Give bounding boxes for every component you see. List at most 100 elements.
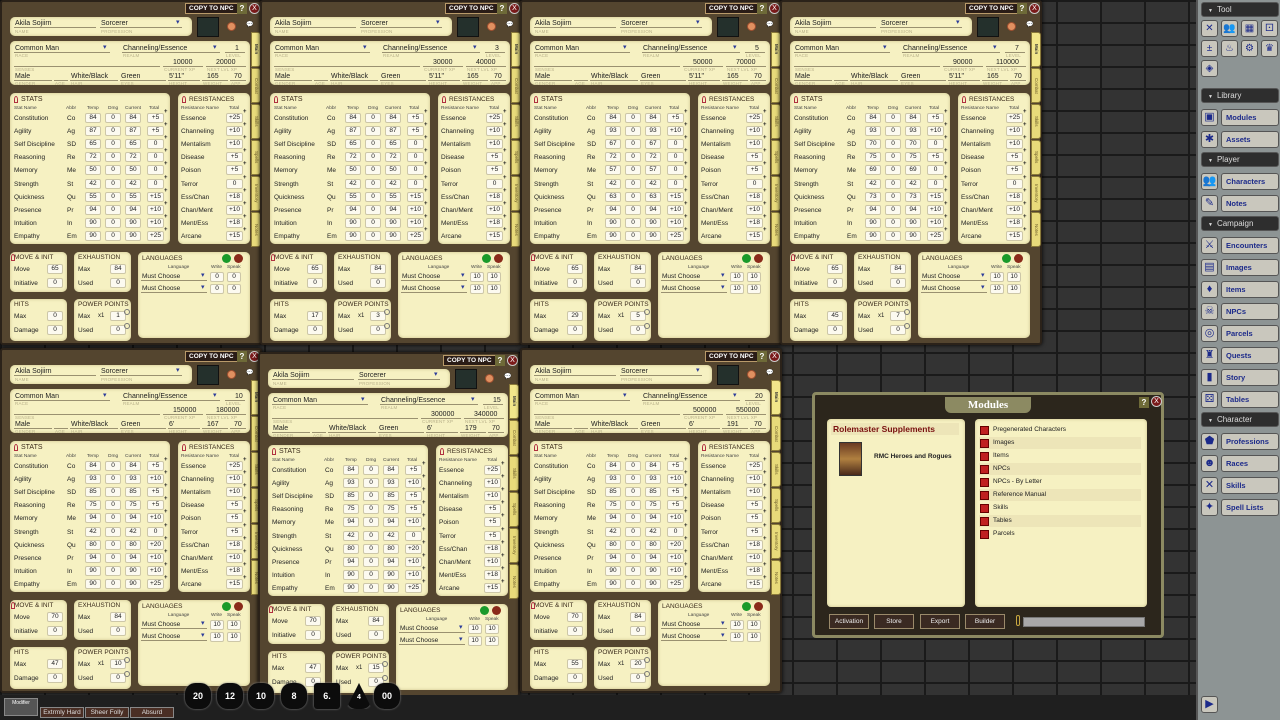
portrait[interactable]	[197, 365, 219, 385]
stat-dmg[interactable]: 0	[885, 113, 901, 123]
skills-icon[interactable]: ✕	[1201, 477, 1218, 494]
resistance-name[interactable]: Terror	[181, 180, 198, 188]
chat-icon[interactable]: 💬	[246, 370, 254, 376]
resistance-name[interactable]: Ess/Chan	[181, 541, 210, 549]
stat-name[interactable]: Empathy	[534, 580, 560, 588]
sidebar-item-label[interactable]: Quests	[1221, 347, 1279, 364]
add-language-icon[interactable]	[742, 254, 751, 263]
stat-temp[interactable]: 42	[605, 526, 621, 537]
stat-temp[interactable]: 70	[865, 139, 881, 150]
resistance-name[interactable]: Channeling	[439, 480, 472, 488]
token-icon[interactable]	[487, 22, 496, 31]
stat-dmg[interactable]: 0	[105, 565, 121, 576]
resistance-name[interactable]: Mentalism	[701, 141, 731, 149]
name-field[interactable]	[274, 19, 356, 28]
name-field[interactable]	[794, 19, 876, 28]
damage-label[interactable]: Damage	[14, 327, 39, 334]
tab-spells[interactable]: Spells	[509, 492, 519, 527]
plus-icon[interactable]: +	[243, 522, 247, 529]
next-level-xp-field[interactable]	[464, 410, 504, 419]
exhaustion-used-value[interactable]: 0	[630, 278, 646, 288]
resistance-name[interactable]: Disease	[441, 154, 465, 162]
stat-current[interactable]: 80	[645, 539, 661, 550]
spell-lists-icon[interactable]: ✦	[1201, 499, 1218, 516]
exhaustion-used-label[interactable]: Used	[336, 632, 352, 639]
stat-dmg[interactable]: 0	[885, 230, 901, 241]
sidebar-header-character[interactable]: ▼ Character	[1201, 412, 1279, 427]
move-label[interactable]: Move	[794, 266, 810, 273]
plus-icon[interactable]: +	[944, 109, 948, 115]
exhaustion-used-value[interactable]: 0	[110, 626, 126, 636]
language-speak[interactable]: 10	[227, 620, 241, 630]
race-field[interactable]	[794, 44, 890, 53]
stat-current[interactable]: 55	[125, 191, 141, 202]
sidebar-header-tool[interactable]: ▼ Tool	[1201, 2, 1279, 17]
chat-icon[interactable]: 💬	[504, 374, 512, 380]
help-icon[interactable]: ?	[497, 3, 507, 14]
stat-name[interactable]: Presence	[274, 206, 302, 214]
language-write[interactable]: 10	[730, 272, 744, 282]
stat-name[interactable]: Reasoning	[14, 154, 46, 162]
power-points-max-label[interactable]: Max	[858, 313, 871, 320]
plus-icon[interactable]: +	[684, 509, 688, 516]
resistance-name[interactable]: Ess/Chan	[701, 193, 730, 201]
stat-name[interactable]: Memory	[534, 167, 558, 175]
quests-icon[interactable]: ♜	[1201, 347, 1218, 364]
damage-value[interactable]: 0	[305, 677, 321, 687]
character-name[interactable]: Akila Sojiirn	[273, 372, 310, 379]
stat-current[interactable]: 84	[125, 461, 141, 471]
damage-value[interactable]: 0	[567, 673, 583, 683]
plus-icon[interactable]: +	[503, 226, 507, 233]
race-field[interactable]	[14, 392, 110, 401]
plus-icon[interactable]: +	[243, 496, 247, 503]
plus-icon[interactable]: +	[684, 457, 688, 463]
stat-current[interactable]: 65	[125, 139, 141, 150]
module-content-item[interactable]: NPCs	[979, 463, 1141, 475]
exhaustion-used-value[interactable]: 0	[368, 630, 384, 640]
stat-name[interactable]: Strength	[274, 180, 299, 188]
language-dropdown[interactable]	[141, 620, 207, 629]
plus-icon[interactable]: +	[164, 226, 168, 233]
stat-current[interactable]: 94	[383, 556, 399, 567]
resistance-name[interactable]: Terror	[961, 180, 978, 188]
help-icon[interactable]: ?	[757, 351, 767, 362]
stat-dmg[interactable]: 0	[625, 178, 641, 189]
help-icon[interactable]: ?	[237, 3, 247, 14]
stat-temp[interactable]: 93	[85, 474, 101, 485]
hits-max-value[interactable]: 29	[567, 311, 583, 321]
power-points-max-label[interactable]: Max	[78, 313, 91, 320]
stat-name[interactable]: Quickness	[272, 545, 303, 553]
exhaustion-max-label[interactable]: Max	[338, 266, 351, 273]
stat-temp[interactable]: 94	[605, 204, 621, 215]
token-icon[interactable]	[227, 370, 236, 379]
stat-current[interactable]: 93	[125, 474, 141, 485]
stat-temp[interactable]: 94	[343, 556, 359, 567]
height-field[interactable]	[168, 420, 200, 429]
stat-current[interactable]: 42	[383, 530, 399, 541]
plus-icon[interactable]: +	[424, 148, 428, 155]
name-field[interactable]	[14, 19, 96, 28]
stat-temp[interactable]: 84	[605, 113, 621, 123]
hits-max-value[interactable]: 47	[305, 663, 321, 673]
resistance-name[interactable]: Poison	[701, 167, 721, 175]
stat-name[interactable]: Agility	[794, 128, 812, 136]
language-write[interactable]: 10	[470, 272, 484, 282]
stat-dmg[interactable]: 0	[365, 126, 381, 137]
stat-dmg[interactable]: 0	[105, 513, 121, 524]
stat-current[interactable]: 85	[383, 491, 399, 502]
stat-current[interactable]: 90	[645, 217, 661, 228]
stat-current[interactable]: 84	[125, 113, 141, 123]
plus-icon[interactable]: +	[424, 226, 428, 233]
stat-name[interactable]: Constitution	[272, 467, 307, 474]
close-icon[interactable]: X	[249, 3, 260, 14]
language-speak[interactable]: 0	[227, 284, 241, 294]
stat-dmg[interactable]: 0	[625, 461, 641, 471]
plus-icon[interactable]: +	[684, 187, 688, 194]
language-dropdown[interactable]	[921, 284, 987, 293]
stat-temp[interactable]: 90	[605, 578, 621, 589]
notes-icon[interactable]: ✎	[1201, 195, 1218, 212]
stat-name[interactable]: Memory	[274, 167, 298, 175]
stat-current[interactable]: 90	[645, 230, 661, 241]
hits-max-value[interactable]: 55	[567, 659, 583, 669]
stat-current[interactable]: 67	[645, 139, 661, 150]
